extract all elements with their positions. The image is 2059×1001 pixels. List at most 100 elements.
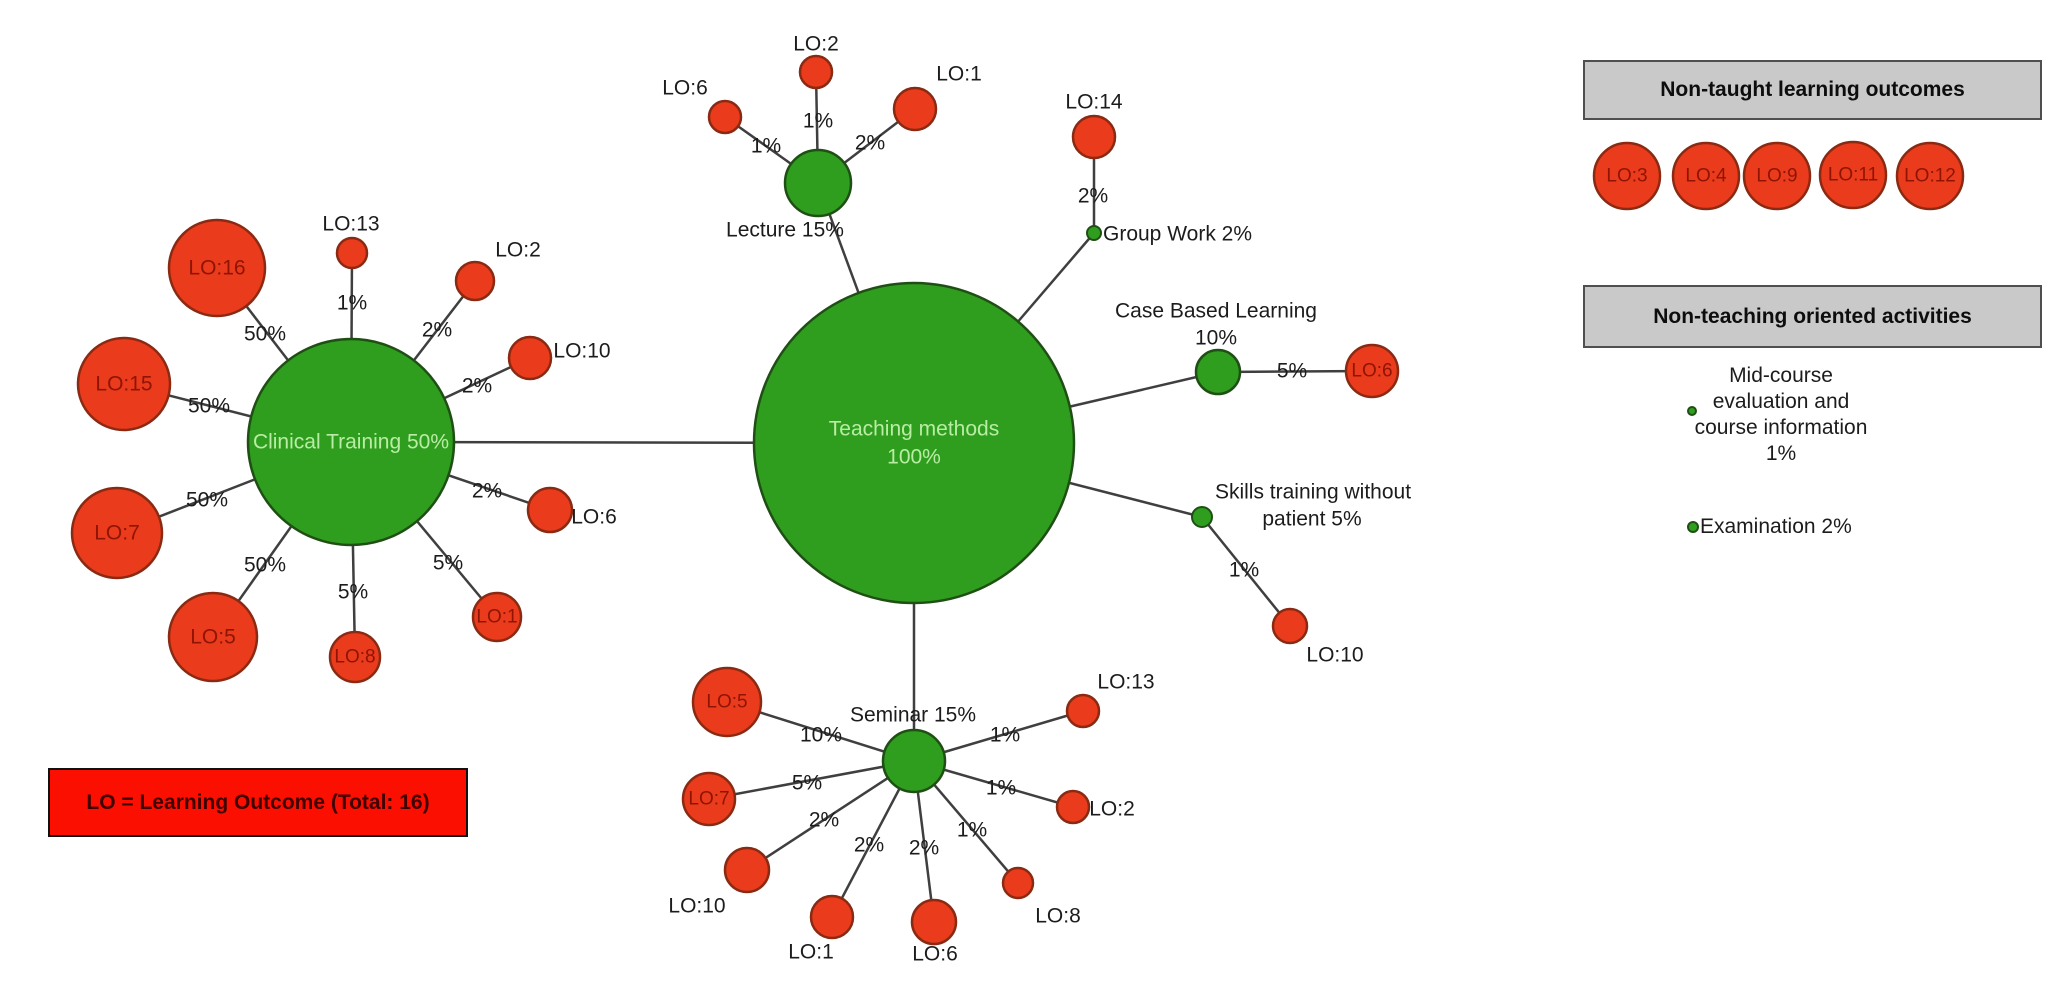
edge-label-5: 5% — [433, 552, 463, 575]
label-seminar-15: Seminar 15% — [850, 704, 976, 727]
edge-label-1: 1% — [337, 292, 367, 315]
node-clinical-lo1 — [471, 591, 523, 643]
label-teaching-methods: Teaching methods — [829, 418, 999, 441]
edge-label-50: 50% — [188, 395, 230, 418]
label-lo-12: LO:12 — [1904, 166, 1956, 187]
label-lo-15: LO:15 — [95, 373, 152, 396]
node-seminar-lo6 — [910, 898, 958, 946]
midcourse-activity-label: Mid-course evaluation and course informa… — [1656, 363, 1906, 467]
edge-label-2: 2% — [422, 319, 452, 342]
node-midcourse-dot — [1687, 406, 1697, 416]
node-clinical-lo8 — [328, 630, 382, 684]
edge-label-5: 5% — [1277, 360, 1307, 383]
edge-label-2: 2% — [462, 375, 492, 398]
node-clinical-lo13 — [335, 236, 369, 270]
node-clinical-lo7 — [70, 486, 164, 580]
node-nontaught-lo11 — [1818, 140, 1888, 210]
edge-label-1: 1% — [1229, 559, 1259, 582]
edge-label-50: 50% — [244, 554, 286, 577]
lo-legend-box: LO = Learning Outcome (Total: 16) — [48, 768, 468, 837]
label-lo-11: LO:11 — [1828, 165, 1878, 186]
node-clinical-lo2 — [454, 260, 496, 302]
node-nontaught-lo12 — [1895, 141, 1965, 211]
midcourse-line-2: evaluation and — [1712, 390, 1850, 413]
node-cbl-lo6 — [1344, 343, 1400, 399]
lo-legend-text: LO = Learning Outcome (Total: 16) — [86, 790, 430, 814]
edge-label-5: 5% — [338, 581, 368, 604]
edge-label-1: 1% — [751, 135, 781, 158]
edge-label-50: 50% — [244, 323, 286, 346]
label-lo-8: LO:8 — [1035, 905, 1081, 928]
label-lo-1: LO:1 — [788, 941, 834, 964]
label-lo-6: LO:6 — [571, 506, 617, 529]
label-lo-9: LO:9 — [1756, 166, 1797, 187]
edge-label-1: 1% — [957, 819, 987, 842]
node-case-based-learning — [1194, 348, 1242, 396]
edge-label-50: 50% — [186, 489, 228, 512]
label-skills-training-without: Skills training without — [1215, 481, 1411, 504]
label-lo-13: LO:13 — [1097, 671, 1154, 694]
node-seminar-lo13 — [1065, 693, 1101, 729]
node-clinical-lo16 — [167, 218, 267, 318]
edge-line — [708, 759, 915, 801]
label-lo-7: LO:7 — [688, 789, 729, 810]
label-lo-2: LO:2 — [793, 33, 839, 56]
label-lo-3: LO:3 — [1606, 166, 1647, 187]
edge-label-5: 5% — [792, 772, 822, 795]
node-group-work — [1086, 225, 1102, 241]
node-seminar-lo10 — [723, 846, 771, 894]
label-case-based-learning: Case Based Learning — [1115, 300, 1317, 323]
label-lo-6: LO:6 — [662, 77, 708, 100]
non-taught-panel-header: Non-taught learning outcomes — [1583, 60, 2042, 120]
edge-label-2: 2% — [909, 837, 939, 860]
node-clinical-lo5 — [167, 591, 259, 683]
node-clinical-lo6 — [526, 486, 574, 534]
label-lo-6: LO:6 — [912, 943, 958, 966]
edge-label-2: 2% — [809, 809, 839, 832]
label-lo-4: LO:4 — [1685, 166, 1727, 187]
node-seminar-lo2 — [1055, 789, 1091, 825]
edge-line — [746, 759, 915, 872]
node-nontaught-lo3 — [1592, 141, 1662, 211]
node-skills-training — [1191, 506, 1213, 528]
label-lo-10: LO:10 — [553, 340, 610, 363]
label-lo-2: LO:2 — [495, 239, 541, 262]
edge-label-1: 1% — [990, 724, 1020, 747]
label-patient-5: patient 5% — [1262, 508, 1361, 531]
midcourse-line-4: 1% — [1765, 442, 1797, 465]
node-examination-dot — [1687, 521, 1699, 533]
label-lo-13: LO:13 — [322, 213, 379, 236]
label-lo-10: LO:10 — [1306, 644, 1363, 667]
edge-label-2: 2% — [855, 132, 885, 155]
non-teaching-panel-header: Non-teaching oriented activities — [1583, 285, 2042, 348]
label-lo-5: LO:5 — [190, 626, 236, 649]
edge-label-2: 2% — [1078, 185, 1108, 208]
edge-label-2: 2% — [472, 480, 502, 503]
edge-label-1: 1% — [803, 110, 833, 133]
label-lo-14: LO:14 — [1065, 91, 1123, 114]
node-seminar-lo7 — [681, 771, 737, 827]
node-nontaught-lo9 — [1742, 141, 1812, 211]
label-lecture-15: Lecture 15% — [726, 219, 844, 242]
label-100: 100% — [887, 446, 941, 469]
node-clinical-lo15 — [76, 336, 172, 432]
label-lo-8: LO:8 — [334, 647, 375, 668]
edge-line — [1201, 516, 1291, 627]
label-lo-5: LO:5 — [706, 692, 747, 713]
label-lo-2: LO:2 — [1089, 798, 1135, 821]
node-seminar — [881, 728, 947, 794]
node-seminar-lo1 — [809, 894, 855, 940]
label-clinical-training-50: Clinical Training 50% — [253, 431, 449, 454]
non-teaching-panel-title: Non-teaching oriented activities — [1653, 304, 1972, 328]
label-10: 10% — [1195, 327, 1237, 350]
node-lecture-lo6 — [707, 99, 743, 135]
midcourse-line-3: course information — [1694, 416, 1868, 439]
node-lecture — [783, 148, 853, 218]
non-taught-panel-title: Non-taught learning outcomes — [1660, 78, 1965, 101]
midcourse-line-1: Mid-course — [1729, 364, 1833, 387]
edge-label-1: 1% — [986, 777, 1016, 800]
examination-activity-label: Examination 2% — [1700, 515, 1852, 538]
node-clinical-lo10 — [507, 335, 553, 381]
